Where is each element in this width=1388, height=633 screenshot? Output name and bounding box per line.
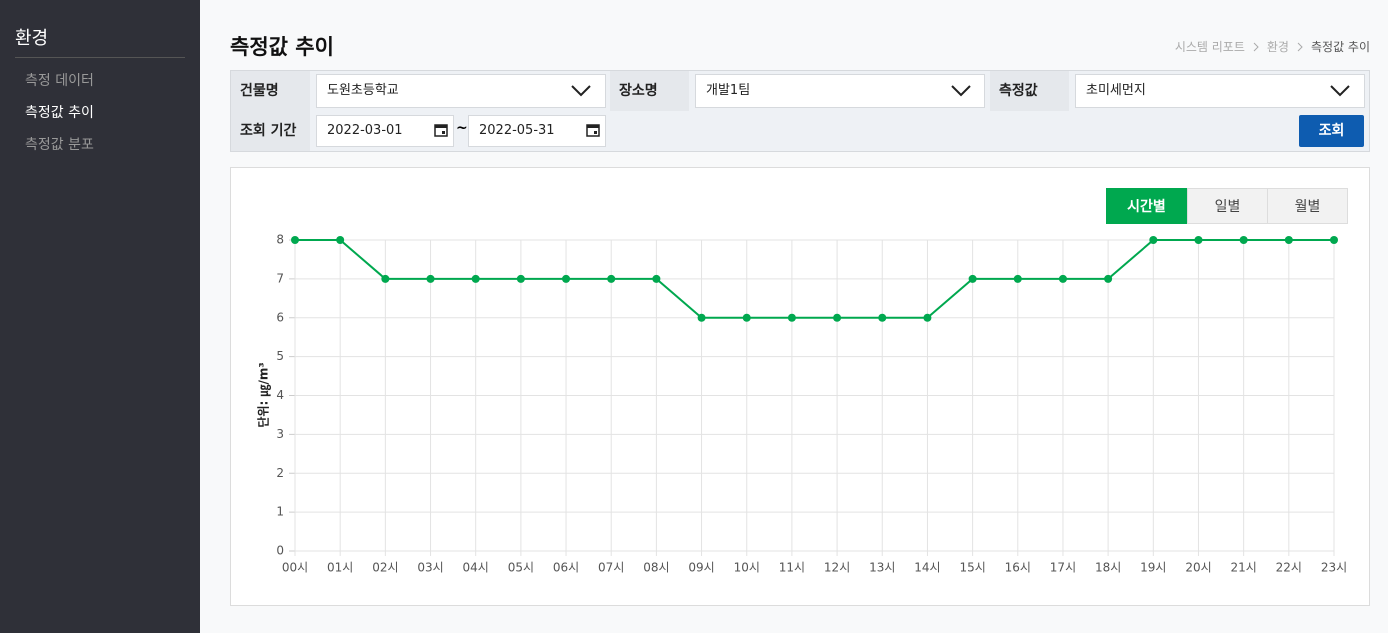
chevron-down (571, 85, 591, 97)
data-point (923, 313, 932, 322)
data-point (1149, 236, 1158, 244)
y-tick-label: 8 (276, 233, 284, 247)
select-value: 개발1팀 (706, 83, 751, 98)
data-point (562, 274, 571, 283)
x-tick-label: 10시 (734, 561, 760, 575)
select-value: 도원초등학교 (327, 83, 399, 98)
divider (15, 57, 185, 58)
data-point (471, 274, 480, 283)
data-point (1194, 236, 1203, 244)
y-tick-label: 6 (276, 310, 284, 324)
y-tick-label: 3 (276, 427, 284, 441)
filter-label: 건물명 (231, 71, 310, 111)
sidebar-title: 환경 (15, 28, 49, 49)
filter-label: 조회 기간 (231, 111, 310, 151)
data-point (652, 274, 661, 283)
x-tick-label: 01시 (327, 561, 353, 575)
tab[interactable]: 시간별 (1106, 188, 1187, 224)
crumb: 측정값 추이 (1310, 40, 1370, 54)
data-point (1239, 236, 1248, 244)
data-point (516, 274, 525, 283)
x-tick-label: 16시 (1005, 561, 1031, 575)
x-tick-label: 06시 (553, 561, 579, 575)
data-point (607, 274, 616, 283)
y-tick-label: 2 (276, 466, 284, 480)
tab[interactable]: 월별 (1267, 188, 1348, 224)
x-tick-label: 20시 (1185, 561, 1211, 575)
data-point (878, 313, 887, 322)
x-tick-label: 23시 (1321, 561, 1347, 575)
y-tick-label: 0 (276, 544, 284, 558)
x-tick-label: 03시 (417, 561, 443, 575)
x-tick-label: 11시 (779, 561, 805, 575)
data-point (1058, 274, 1067, 283)
y-tick-label: 7 (276, 271, 284, 285)
menu-item[interactable]: 측정 데이터 (25, 73, 94, 89)
data-point (1284, 236, 1293, 244)
x-tick-label: 14시 (914, 561, 940, 575)
x-tick-label: 19시 (1140, 561, 1166, 575)
data-point (426, 274, 435, 283)
tab[interactable]: 일별 (1187, 188, 1268, 224)
calendar-icon[interactable] (434, 123, 448, 137)
date-value: 2022-05-31 (479, 123, 555, 138)
chart: 단위: ㎍/m³ 0 1 2 3 4 5 6 7 8 00시 01시 02시 03시 04시 05시 06시 0… (256, 233, 1348, 575)
y-tick-label: 1 (276, 505, 284, 519)
crumb[interactable]: 시스템 리포트 (1174, 40, 1245, 54)
filter-label: 측정값 (990, 71, 1069, 111)
data-point (336, 236, 345, 244)
x-tick-label: 07시 (598, 561, 624, 575)
data-point (1013, 274, 1022, 283)
x-tick-label: 04시 (463, 561, 489, 575)
range-separator: ~ (456, 120, 468, 136)
date-value: 2022-03-01 (327, 123, 403, 138)
sidebar: 환경 측정 데이터 측정값 추이 측정값 분포 (0, 0, 200, 633)
place-select[interactable]: 개발1팀 (695, 74, 985, 108)
building-select[interactable]: 도원초등학교 (316, 74, 606, 108)
chevron (1253, 42, 1259, 51)
y-axis-label: 단위: ㎍/m³ (256, 362, 272, 427)
search-button[interactable]: 조회 (1299, 115, 1364, 147)
x-tick-label: 18시 (1095, 561, 1121, 575)
menu-item[interactable]: 측정값 추이 (25, 105, 94, 121)
data-point (291, 236, 299, 244)
y-tick-label: 4 (276, 388, 284, 402)
start-date[interactable]: 2022-03-01 (316, 115, 454, 147)
x-tick-label: 08시 (643, 561, 669, 575)
data-point (381, 274, 390, 283)
x-tick-label: 05시 (508, 561, 534, 575)
data-point (968, 274, 977, 283)
measure-select[interactable]: 초미세먼지 (1075, 74, 1365, 108)
crumb[interactable]: 환경 (1266, 40, 1289, 54)
data-point (1330, 236, 1338, 244)
x-tick-label: 02시 (372, 561, 398, 575)
calendar-icon[interactable] (586, 123, 600, 137)
y-tick-label: 5 (276, 349, 284, 363)
x-tick-label: 22시 (1276, 561, 1302, 575)
x-tick-label: 21시 (1230, 561, 1256, 575)
x-tick-label: 09시 (688, 561, 714, 575)
menu-item[interactable]: 측정값 분포 (25, 137, 94, 153)
x-tick-label: 13시 (869, 561, 895, 575)
page-title: 측정값 추이 (230, 35, 334, 59)
filter-label: 장소명 (610, 71, 689, 111)
x-tick-label: 12시 (824, 561, 850, 575)
x-tick-label: 17시 (1050, 561, 1076, 575)
chevron-down (951, 85, 971, 97)
select-value: 초미세먼지 (1086, 83, 1146, 98)
x-tick-label: 15시 (959, 561, 985, 575)
chevron (1297, 42, 1303, 51)
breadcrumb: 시스템 리포트 환경 측정값 추이 (1175, 38, 1370, 55)
x-tick-label: 00시 (282, 561, 308, 575)
chevron-down (1330, 85, 1350, 97)
data-point (697, 313, 706, 322)
data-point (742, 313, 751, 322)
data-point (1104, 274, 1113, 283)
data-point (833, 313, 842, 322)
data-point (787, 313, 796, 322)
data-line (295, 239, 1334, 319)
end-date[interactable]: 2022-05-31 (468, 115, 606, 147)
